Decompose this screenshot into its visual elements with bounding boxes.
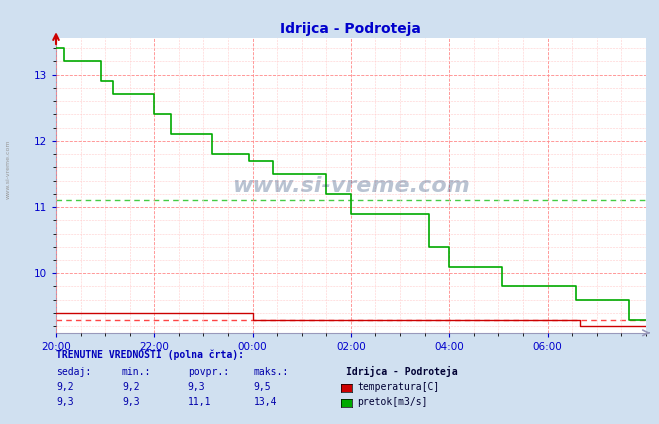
Text: maks.:: maks.: — [254, 367, 289, 377]
Text: 9,3: 9,3 — [188, 382, 206, 392]
Title: Idrijca - Podroteja: Idrijca - Podroteja — [281, 22, 421, 36]
Text: 9,3: 9,3 — [56, 397, 74, 407]
Text: 9,3: 9,3 — [122, 397, 140, 407]
Text: 9,2: 9,2 — [56, 382, 74, 392]
Text: sedaj:: sedaj: — [56, 367, 91, 377]
Text: povpr.:: povpr.: — [188, 367, 229, 377]
Text: 13,4: 13,4 — [254, 397, 277, 407]
Text: Idrijca - Podroteja: Idrijca - Podroteja — [346, 366, 457, 377]
Text: www.si-vreme.com: www.si-vreme.com — [5, 140, 11, 199]
Text: min.:: min.: — [122, 367, 152, 377]
Text: 9,5: 9,5 — [254, 382, 272, 392]
Text: TRENUTNE VREDNOSTI (polna črta):: TRENUTNE VREDNOSTI (polna črta): — [56, 350, 244, 360]
Text: www.si-vreme.com: www.si-vreme.com — [232, 176, 470, 195]
Text: pretok[m3/s]: pretok[m3/s] — [357, 397, 428, 407]
Text: 9,2: 9,2 — [122, 382, 140, 392]
Text: 11,1: 11,1 — [188, 397, 212, 407]
Text: temperatura[C]: temperatura[C] — [357, 382, 440, 392]
